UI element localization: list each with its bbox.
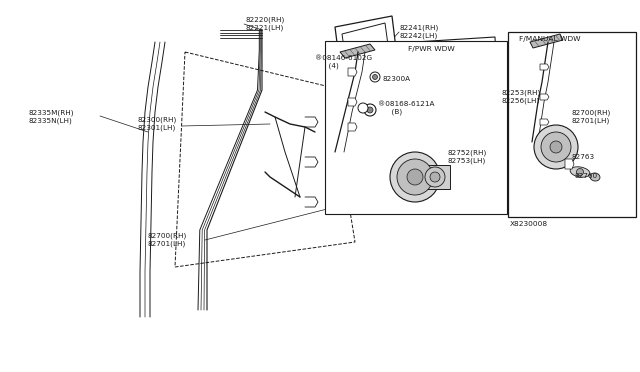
Circle shape (550, 141, 562, 153)
Bar (420, 165, 450, 189)
Polygon shape (540, 94, 549, 100)
Circle shape (577, 169, 584, 176)
Circle shape (407, 169, 423, 185)
Polygon shape (335, 16, 408, 159)
Polygon shape (348, 68, 357, 76)
Text: F/MANUAL WDW: F/MANUAL WDW (519, 36, 580, 42)
Text: 82335M(RH)
82335N(LH): 82335M(RH) 82335N(LH) (28, 110, 74, 124)
Polygon shape (342, 23, 401, 152)
Text: ®08168-6121A
      (B): ®08168-6121A (B) (378, 101, 435, 115)
Text: 82700(RH)
82701(LH): 82700(RH) 82701(LH) (572, 110, 611, 124)
Text: 82752(RH)
82753(LH): 82752(RH) 82753(LH) (448, 150, 487, 164)
Polygon shape (175, 52, 355, 267)
Circle shape (425, 167, 445, 187)
Polygon shape (565, 159, 574, 169)
Bar (508, 32, 636, 217)
Polygon shape (540, 64, 549, 70)
Text: 82220(RH)
82221(LH): 82220(RH) 82221(LH) (245, 17, 284, 31)
Circle shape (364, 104, 376, 116)
Circle shape (430, 172, 440, 182)
Text: 82241(RH)
82242(LH): 82241(RH) 82242(LH) (400, 25, 439, 39)
Polygon shape (348, 123, 357, 131)
Text: 82253(RH)
82256(LH): 82253(RH) 82256(LH) (502, 90, 541, 104)
Ellipse shape (590, 173, 600, 181)
Circle shape (358, 103, 368, 113)
Circle shape (534, 125, 578, 169)
Polygon shape (540, 119, 549, 125)
Text: 82300A: 82300A (383, 76, 411, 82)
Circle shape (372, 74, 378, 80)
Ellipse shape (570, 167, 590, 177)
Text: 82700(RH)
82701(LH): 82700(RH) 82701(LH) (148, 233, 188, 247)
Text: F/PWR WDW: F/PWR WDW (408, 46, 455, 52)
Polygon shape (340, 44, 375, 58)
Text: 82300(RH)
82301(LH): 82300(RH) 82301(LH) (138, 117, 177, 131)
Circle shape (370, 72, 380, 82)
Circle shape (397, 159, 433, 195)
Bar (325, 41, 507, 214)
Circle shape (541, 132, 571, 162)
Circle shape (367, 107, 373, 113)
Text: 82760: 82760 (575, 173, 598, 179)
Text: X8230008: X8230008 (510, 221, 548, 227)
Polygon shape (415, 37, 500, 197)
Polygon shape (530, 34, 563, 48)
Text: ®08146-6102G
      (4): ®08146-6102G (4) (315, 55, 372, 69)
Polygon shape (348, 98, 357, 106)
Text: 82763: 82763 (572, 154, 595, 160)
Circle shape (390, 152, 440, 202)
